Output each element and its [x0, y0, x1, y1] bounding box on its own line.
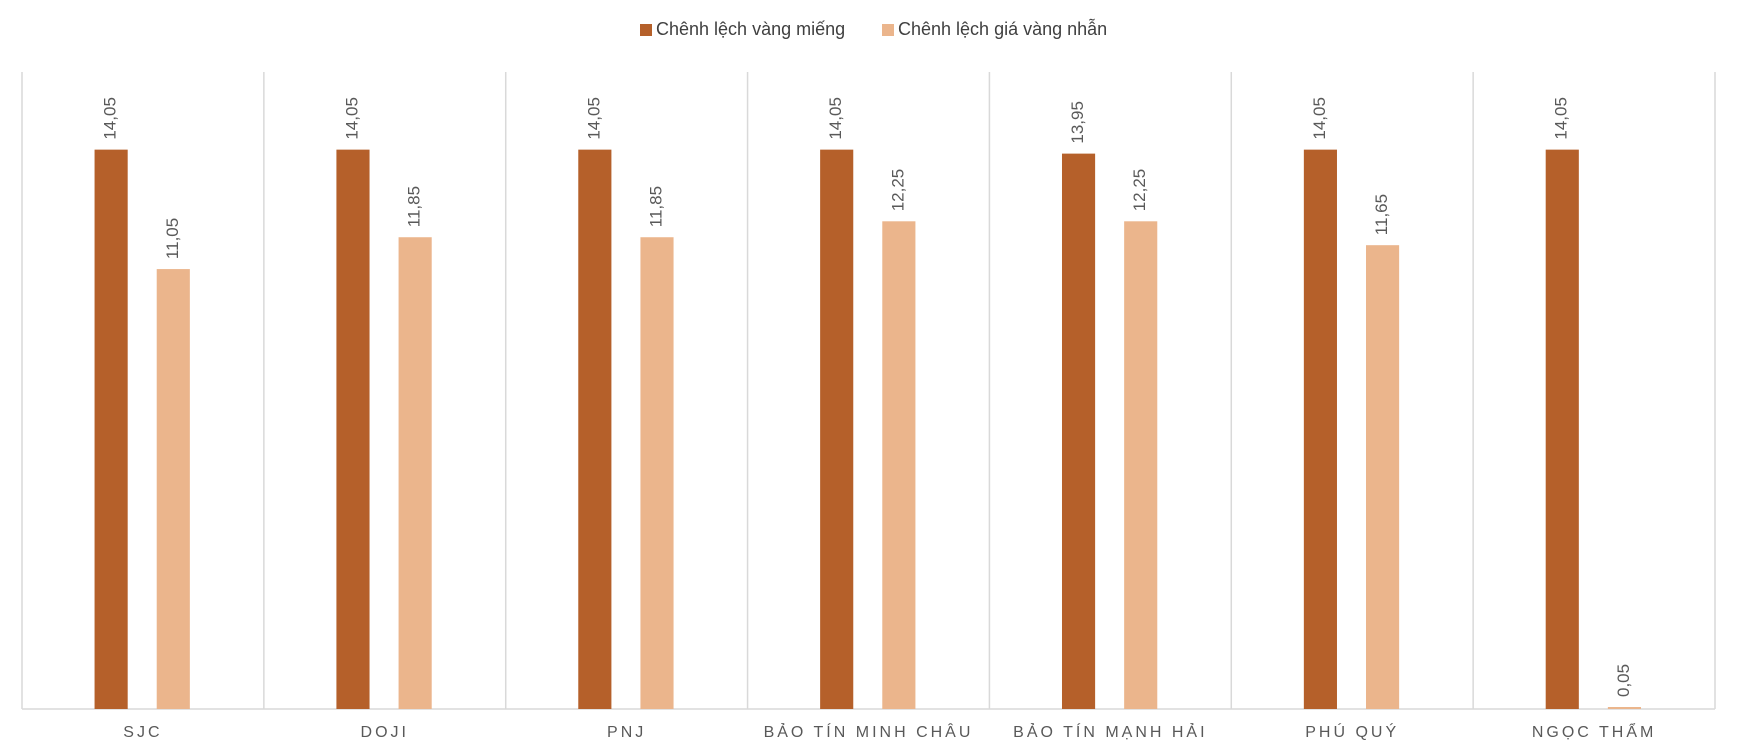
data-label: 14,05 — [1310, 97, 1329, 140]
bar — [1303, 149, 1337, 709]
bar — [1366, 245, 1400, 709]
legend-swatch — [882, 24, 894, 36]
data-label: 11,05 — [163, 218, 182, 259]
data-label: 11,65 — [1372, 194, 1391, 235]
data-label: 11,85 — [405, 186, 424, 227]
data-label: 14,05 — [584, 97, 603, 140]
data-label: 11,85 — [646, 186, 665, 227]
bar — [820, 149, 854, 709]
data-label: 0,05 — [1614, 664, 1633, 697]
bar — [1124, 221, 1158, 709]
bar — [94, 149, 128, 709]
bar — [1061, 153, 1096, 710]
x-tick-label: BẢO TÍN MINH CHÂU — [764, 722, 974, 741]
x-tick-label: BẢO TÍN MẠNH HẢI — [1013, 722, 1207, 741]
x-tick-label: PHÚ QUÝ — [1305, 722, 1399, 741]
legend-label: Chênh lệch giá vàng nhẫn — [898, 18, 1107, 39]
data-label: 14,05 — [101, 97, 120, 140]
x-tick-label: DOJI — [361, 724, 409, 741]
bar — [156, 269, 190, 709]
data-label: 12,25 — [888, 169, 907, 212]
bar — [578, 149, 612, 709]
bar — [640, 237, 674, 710]
x-tick-label: PNJ — [607, 724, 646, 741]
bar — [336, 149, 370, 709]
bar — [1607, 707, 1641, 709]
data-label: 13,95 — [1068, 101, 1087, 144]
legend-label: Chênh lệch vàng miếng — [656, 19, 845, 39]
data-label: 14,05 — [826, 97, 845, 140]
x-tick-label: SJC — [123, 724, 162, 741]
bar — [1545, 149, 1579, 709]
legend-swatch — [640, 24, 652, 36]
data-label: 14,05 — [1552, 97, 1571, 140]
bar — [882, 221, 916, 709]
x-tick-label: NGỌC THẨM — [1532, 722, 1656, 741]
data-label: 14,05 — [342, 97, 361, 140]
bar — [398, 237, 432, 710]
data-label: 12,25 — [1130, 169, 1149, 212]
